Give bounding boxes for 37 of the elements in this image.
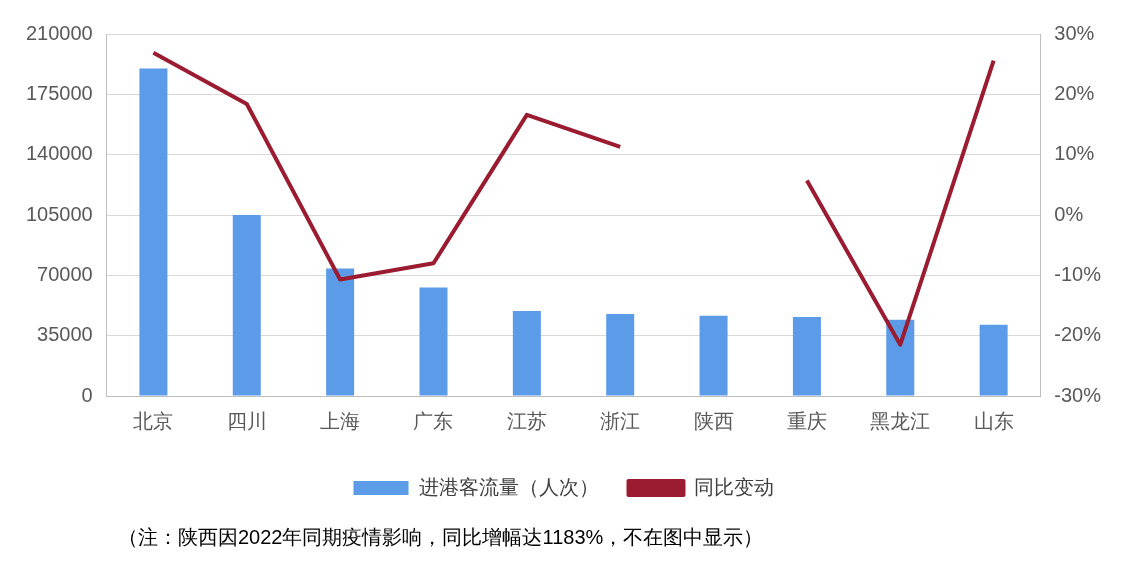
x-tick-label: 四川 (226, 409, 267, 432)
y2-tick-label: 30% (1054, 21, 1095, 44)
y-tick-label: 0 (81, 383, 93, 406)
x-tick-label: 北京 (133, 409, 174, 432)
bar (232, 215, 261, 396)
y-tick-label: 175000 (25, 81, 93, 104)
x-tick-label: 陕西 (693, 409, 734, 432)
y2-tick-label: 10% (1054, 142, 1095, 165)
y-tick-label: 140000 (25, 142, 93, 165)
y2-tick-label: -10% (1054, 262, 1102, 285)
bar (419, 287, 448, 396)
x-tick-label: 浙江 (600, 409, 641, 432)
bar (699, 315, 728, 396)
bar (512, 311, 541, 396)
x-tick-label: 上海 (320, 409, 361, 432)
bar (886, 319, 915, 396)
y-tick-label: 70000 (37, 262, 93, 285)
y-tick-label: 105000 (25, 202, 93, 225)
bar (792, 316, 821, 396)
x-tick-label: 重庆 (786, 409, 827, 432)
y-tick-label: 35000 (37, 323, 93, 346)
y-tick-label: 210000 (25, 21, 93, 44)
y2-tick-label: -30% (1054, 383, 1102, 406)
bar (606, 313, 635, 396)
x-tick-label: 广东 (413, 409, 454, 432)
legend-label: 同比变动 (693, 475, 774, 498)
bar (139, 68, 168, 396)
legend-label: 进港客流量（人次） (418, 475, 599, 498)
x-tick-label: 黑龙江 (870, 409, 931, 432)
bar (326, 268, 355, 396)
x-tick-label: 江苏 (506, 409, 547, 432)
y2-tick-label: 0% (1054, 202, 1084, 225)
y2-tick-label: -20% (1054, 323, 1102, 346)
bar (979, 324, 1008, 396)
text: （注：陕西因2022年同期疫情影响，同比增幅达1183%，不在图中显示） (118, 525, 765, 550)
y2-tick-label: 20% (1054, 81, 1095, 104)
x-tick-label: 山东 (973, 409, 1014, 432)
